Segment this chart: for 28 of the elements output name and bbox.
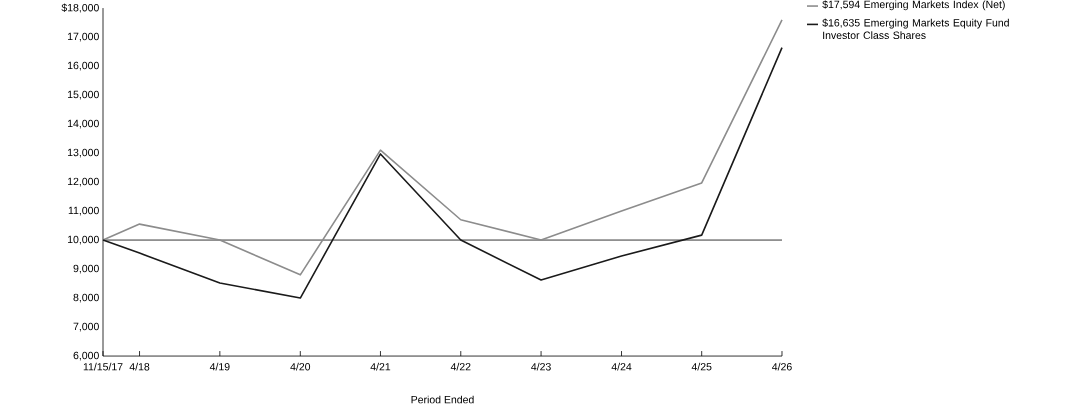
x-tick-label: 4/25 <box>691 362 712 371</box>
y-tick-label: 9,000 <box>73 264 99 274</box>
y-tick-label: 17,000 <box>68 32 99 42</box>
x-axis-title: Period Ended <box>411 395 474 404</box>
x-tick-label: 4/21 <box>370 362 391 371</box>
x-tick-label: 4/19 <box>209 362 230 371</box>
line-series <box>102 19 783 276</box>
y-tick-label: 7,000 <box>73 322 99 332</box>
x-tick-label: 4/23 <box>531 362 551 371</box>
y-tick-label: 6,000 <box>73 351 99 361</box>
y-tick-label: 15,000 <box>68 90 99 100</box>
y-tick-label: 16,000 <box>68 61 99 71</box>
x-tick-label: 11/15/17 <box>83 362 123 371</box>
line-series <box>102 46 783 299</box>
y-tick-label: 14,000 <box>68 119 99 129</box>
legend-label: $16,635 Emerging Markets Equity Fund Investor Class Shares <box>822 18 1009 39</box>
x-tick-label: 4/22 <box>450 362 471 371</box>
x-tick-label: 4/26 <box>772 362 792 371</box>
x-tick-label: 4/24 <box>611 362 632 371</box>
y-tick-label: 11,000 <box>68 206 99 216</box>
y-tick-label: 13,000 <box>68 148 99 158</box>
legend-label: $17,594 Emerging Markets Index (Net) <box>822 0 1005 11</box>
y-tick-label: 12,000 <box>68 177 99 187</box>
x-tick-label: 4/18 <box>129 362 150 371</box>
y-tick-label: 10,000 <box>68 235 99 245</box>
y-tick-label: 8,000 <box>73 293 99 303</box>
y-tick-label: $18,000 <box>61 3 99 13</box>
x-tick-label: 4/20 <box>290 362 311 371</box>
